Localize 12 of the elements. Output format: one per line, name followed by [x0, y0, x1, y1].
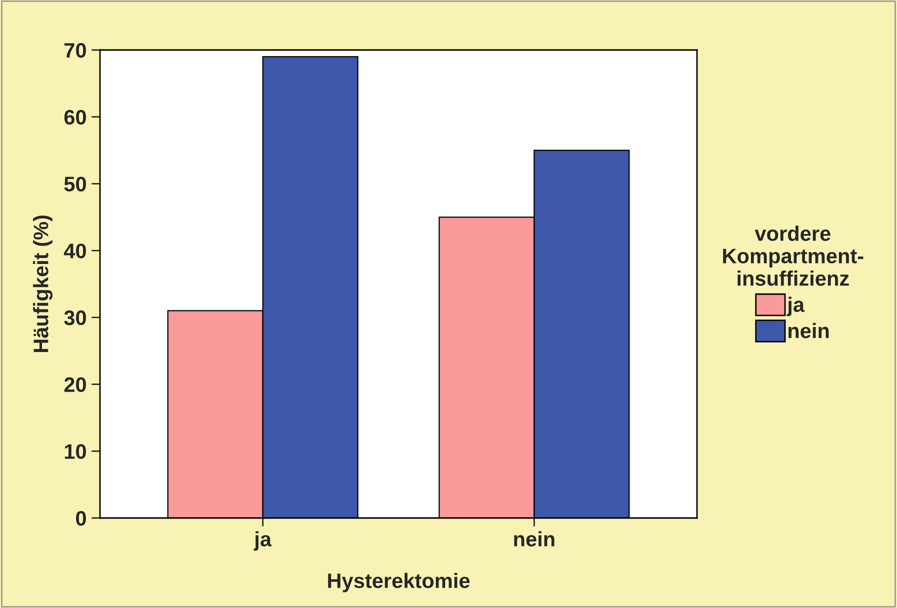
y-tick-label: 60: [64, 110, 86, 125]
y-axis-title: Häufigkeit (%): [33, 216, 53, 352]
y-tick-label: 10: [64, 444, 86, 459]
y-tick-label: 70: [64, 43, 86, 58]
x-axis-title: Hysterektomie: [328, 572, 470, 592]
y-tick-label: 20: [64, 377, 86, 392]
y-tick-label: 50: [64, 176, 86, 192]
y-tick-label: 40: [64, 244, 86, 258]
y-tick-label: 30: [64, 310, 86, 326]
y-tick-label: 0: [76, 511, 86, 526]
legend-label: nein: [788, 322, 829, 338]
legend-label: ja: [786, 296, 805, 316]
